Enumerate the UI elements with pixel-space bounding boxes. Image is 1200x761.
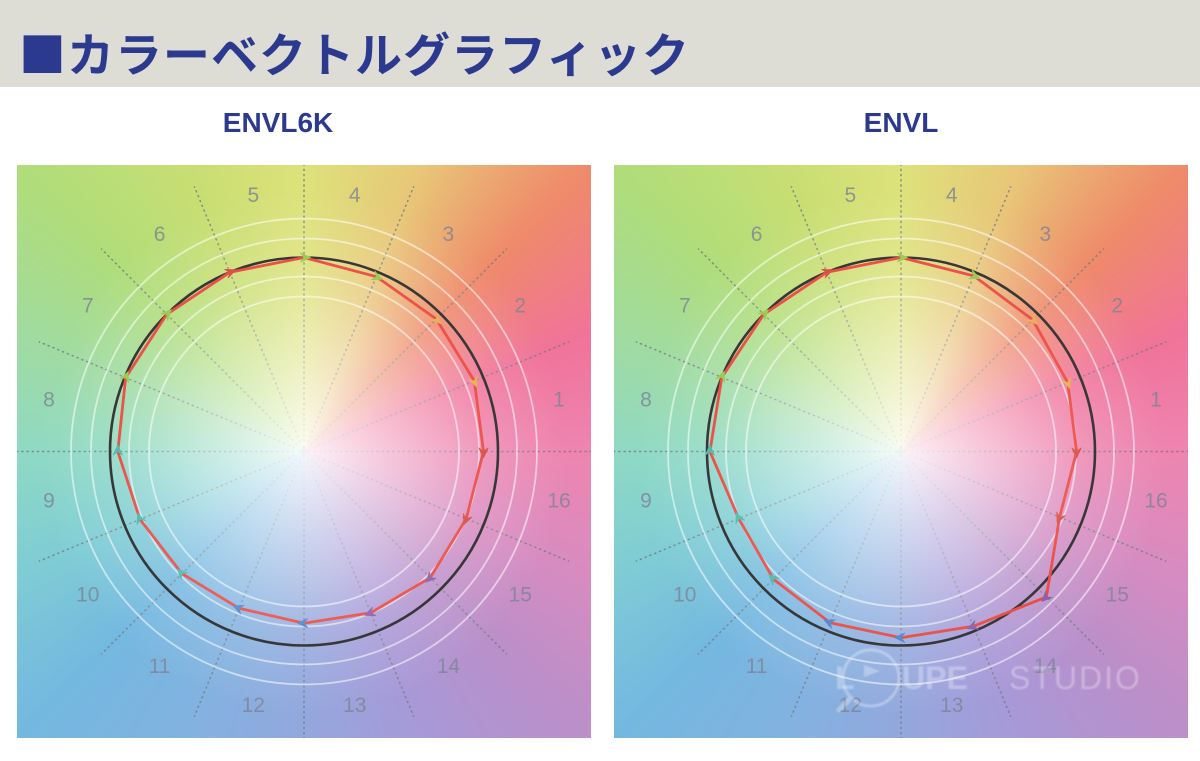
svg-text:9: 9 (43, 490, 55, 513)
svg-text:STUDIO: STUDIO (1009, 660, 1142, 696)
svg-text:12: 12 (839, 694, 862, 717)
svg-text:10: 10 (76, 583, 99, 606)
svg-text:11: 11 (149, 655, 171, 678)
svg-text:5: 5 (844, 184, 856, 207)
svg-text:5: 5 (247, 184, 259, 207)
svg-text:1: 1 (1150, 388, 1162, 411)
svg-text:11: 11 (746, 655, 768, 678)
svg-text:2: 2 (1111, 295, 1123, 318)
svg-text:6: 6 (154, 223, 166, 246)
svg-text:4: 4 (349, 184, 361, 207)
svg-text:8: 8 (43, 388, 55, 411)
svg-text:3: 3 (443, 223, 455, 246)
svg-text:7: 7 (679, 295, 691, 318)
svg-text:10: 10 (673, 583, 696, 606)
svg-text:8: 8 (640, 388, 652, 411)
svg-text:14: 14 (1034, 655, 1058, 678)
svg-text:2: 2 (514, 295, 526, 318)
svg-text:16: 16 (1144, 490, 1167, 513)
svg-text:7: 7 (82, 295, 94, 318)
svg-text:16: 16 (547, 490, 570, 513)
svg-text:14: 14 (437, 655, 461, 678)
svg-text:3: 3 (1040, 223, 1052, 246)
svg-text:9: 9 (640, 490, 652, 513)
svg-text:L: L (835, 660, 855, 696)
svg-text:12: 12 (242, 694, 265, 717)
svg-text:15: 15 (1106, 583, 1129, 606)
svg-text:15: 15 (509, 583, 532, 606)
svg-text:UPE: UPE (902, 660, 968, 696)
svg-text:4: 4 (946, 184, 958, 207)
svg-text:6: 6 (751, 223, 763, 246)
svg-text:13: 13 (940, 694, 963, 717)
svg-text:1: 1 (553, 388, 565, 411)
svg-text:13: 13 (343, 694, 366, 717)
